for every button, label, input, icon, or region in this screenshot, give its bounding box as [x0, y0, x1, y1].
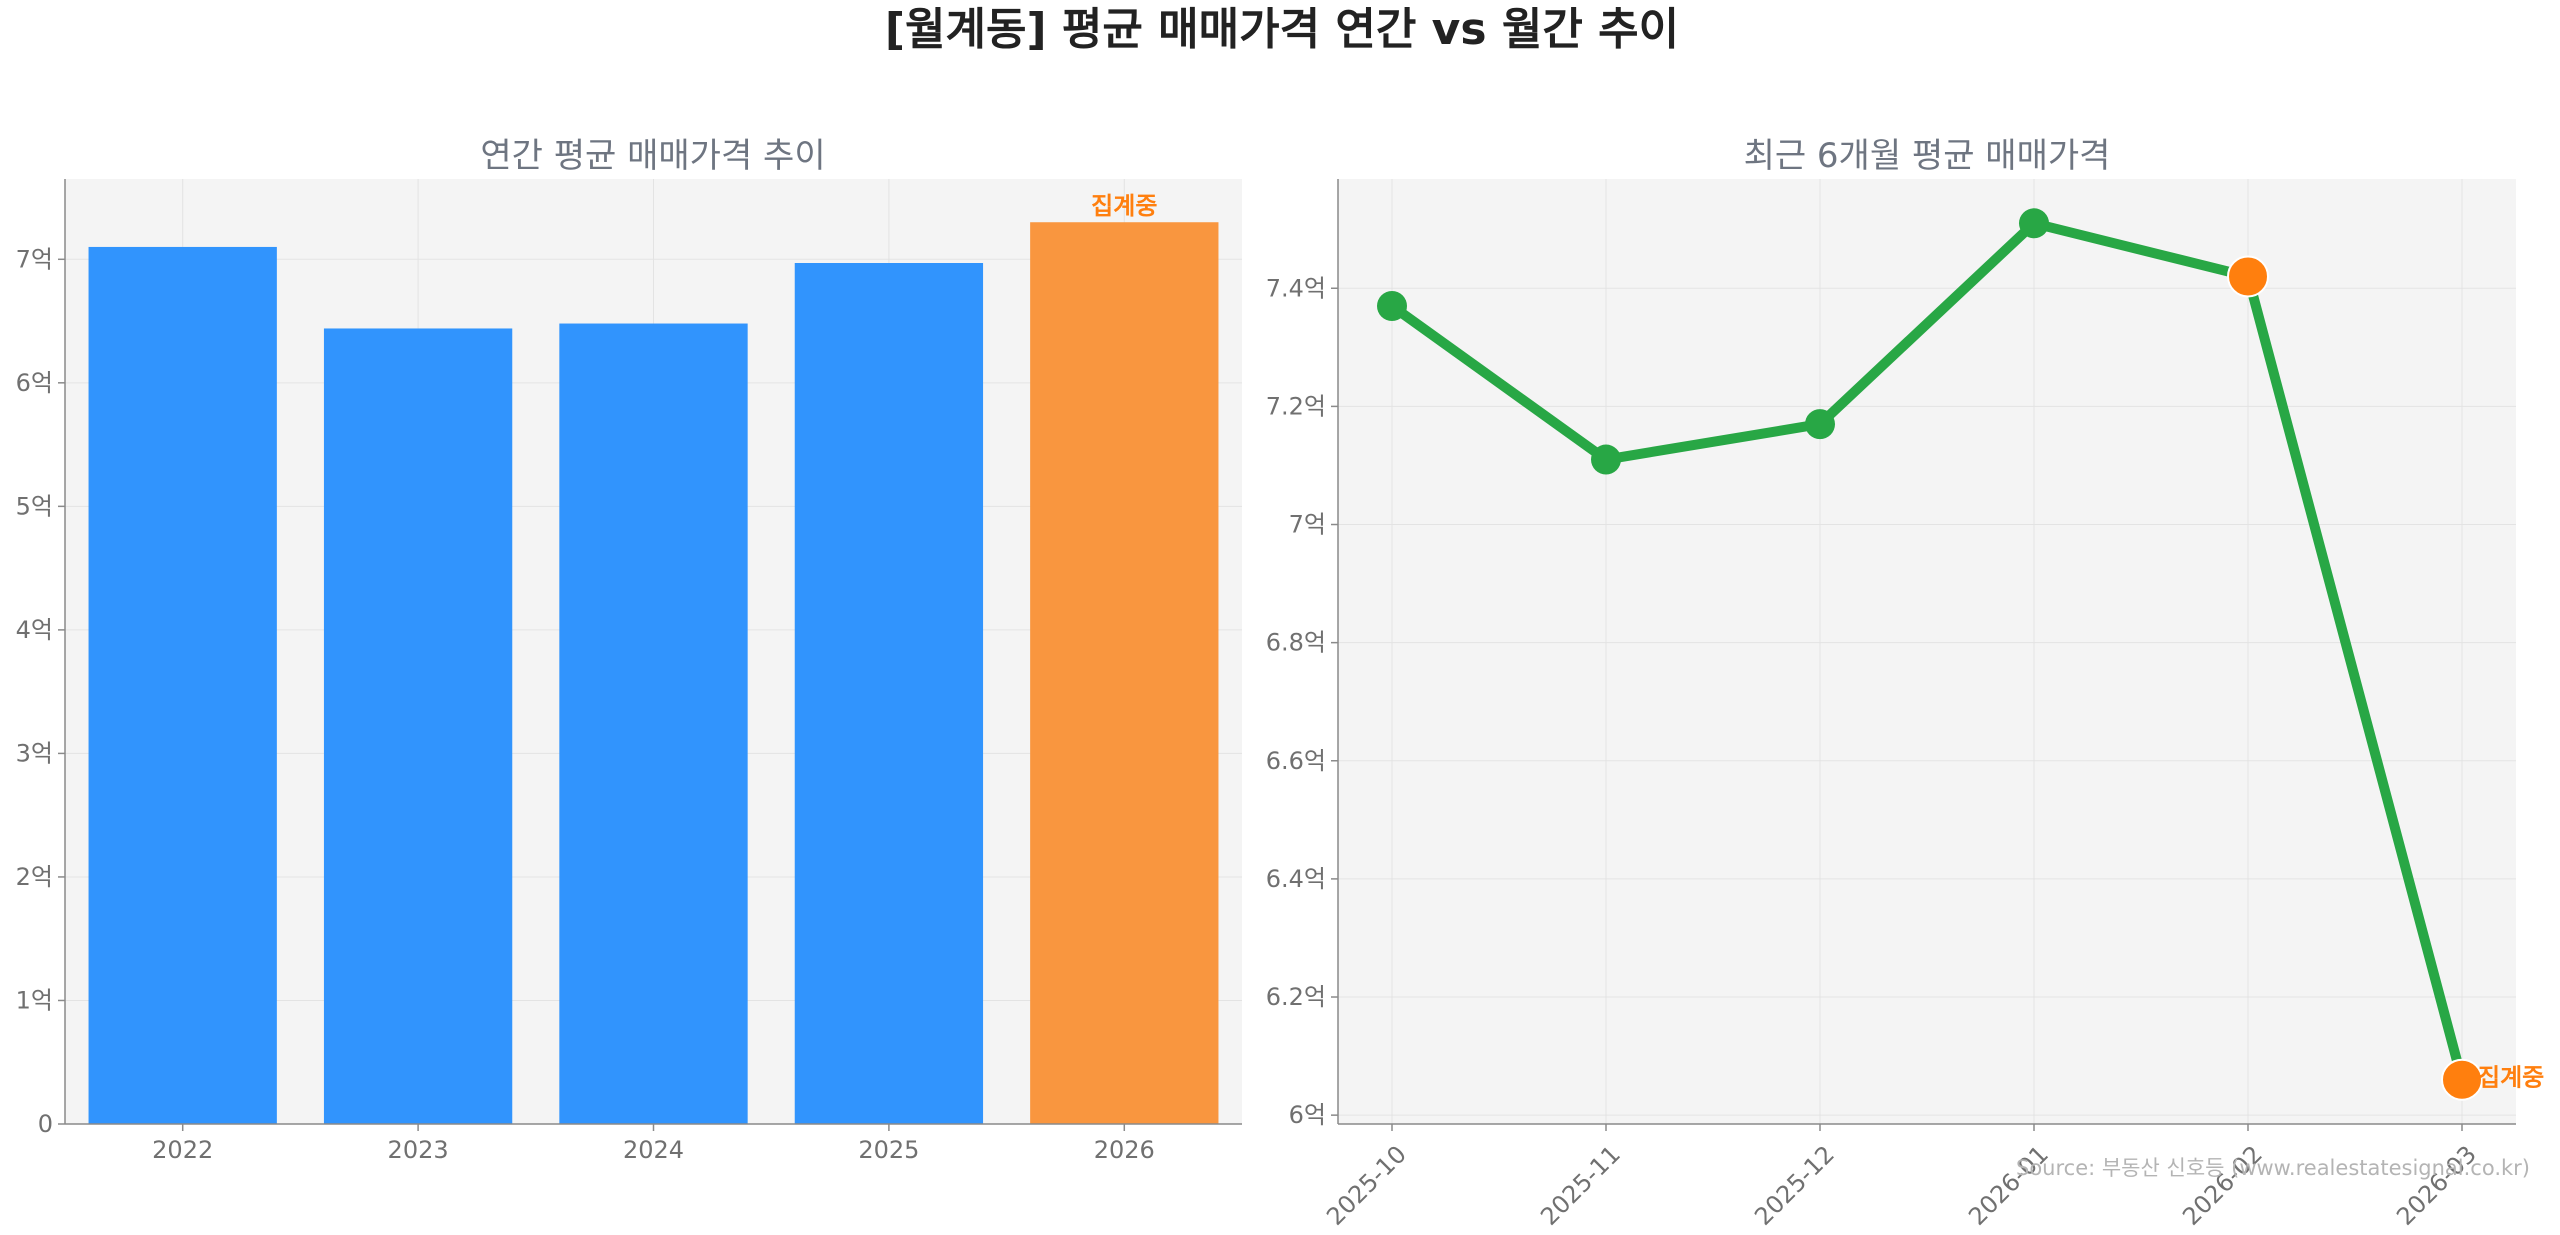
- monthly-plot-area: [1338, 179, 2516, 1124]
- annual-y-tick-label: 2억: [16, 863, 53, 891]
- annual-bar-2026: [1030, 222, 1219, 1124]
- annual-bars: [88, 222, 1219, 1125]
- monthly-point-2025-10: [1377, 290, 1407, 321]
- annual-x-tick-label: 2024: [623, 1136, 684, 1164]
- monthly-x-tick-label: 2026-03: [2391, 1140, 2482, 1231]
- annual-y-tick-label: 3억: [16, 739, 53, 767]
- monthly-gridlines: [1338, 179, 2516, 1124]
- monthly-x-tick-label: 2025-11: [1535, 1140, 1626, 1231]
- monthly-y-tick-label: 7.4억: [1266, 274, 1326, 302]
- annual-x-tick-label: 2026: [1094, 1136, 1155, 1164]
- annual-y-tick-label: 0: [38, 1110, 53, 1138]
- monthly-partial-annotation: 집계중: [2478, 1064, 2544, 1092]
- monthly-line-chart: 최근 6개월 평균 매매가격 6억 6.2억 6.4억 6.6억 6.8억 7억 7.2억 7…: [1266, 136, 2545, 1231]
- monthly-x-tick-label: 2026-01: [1963, 1140, 2054, 1231]
- figure-title: [월계동] 평균 매매가격 연간 vs 월간 추이: [885, 4, 1679, 55]
- monthly-y-tick-label: 7억: [1289, 511, 1326, 539]
- annual-x-tick-label: 2022: [152, 1136, 213, 1164]
- monthly-y-axis: 6억 6.2억 6.4억 6.6억 6.8억 7억 7.2억 7.4억: [1266, 274, 1338, 1129]
- monthly-point-2025-12: [1805, 409, 1835, 440]
- annual-bar-2022: [88, 246, 277, 1125]
- annual-x-tick-label: 2025: [858, 1136, 919, 1164]
- monthly-point-2025-11: [1591, 444, 1621, 475]
- monthly-x-tick-label: 2026-02: [2177, 1140, 2268, 1231]
- monthly-point-2026-02: [2227, 255, 2269, 298]
- source-credit: Source: 부동산 신호등 (www.realestatesignal.co…: [2016, 1156, 2530, 1180]
- annual-bar-2023: [323, 328, 513, 1124]
- monthly-points: [1377, 208, 2483, 1101]
- annual-y-tick-label: 1억: [16, 986, 53, 1014]
- monthly-y-tick-label: 6.8억: [1266, 629, 1326, 657]
- monthly-y-tick-label: 6.4억: [1266, 865, 1326, 893]
- monthly-x-tick-label: 2025-12: [1749, 1140, 1840, 1231]
- monthly-y-tick-label: 7.2억: [1266, 392, 1326, 420]
- monthly-point-2026-01: [2019, 208, 2049, 239]
- annual-x-axis: 2022 2023 2024 2025 2026: [152, 1124, 1155, 1164]
- monthly-point-2026-03: [2441, 1058, 2483, 1101]
- monthly-x-tick-label: 2025-10: [1321, 1140, 1412, 1231]
- annual-y-tick-label: 4억: [16, 616, 53, 644]
- monthly-y-tick-label: 6.6억: [1266, 747, 1326, 775]
- annual-y-tick-label: 5억: [16, 492, 53, 520]
- annual-x-tick-label: 2023: [388, 1136, 449, 1164]
- annual-y-tick-label: 6억: [16, 369, 53, 397]
- monthly-chart-title: 최근 6개월 평균 매매가격: [1744, 136, 2111, 176]
- annual-chart-title: 연간 평균 매매가격 추이: [480, 136, 825, 176]
- annual-y-tick-label: 7억: [16, 245, 53, 273]
- annual-bar-2025: [794, 263, 984, 1124]
- annual-partial-annotation: 집계중: [1091, 192, 1157, 220]
- monthly-series-line: [1389, 218, 2467, 1081]
- annual-bar-2024: [559, 323, 748, 1124]
- annual-y-axis: 0 1억 2억 3억 4억 5억 6억 7억: [16, 245, 65, 1138]
- monthly-y-tick-label: 6억: [1289, 1101, 1326, 1129]
- monthly-y-tick-label: 6.2억: [1266, 983, 1326, 1011]
